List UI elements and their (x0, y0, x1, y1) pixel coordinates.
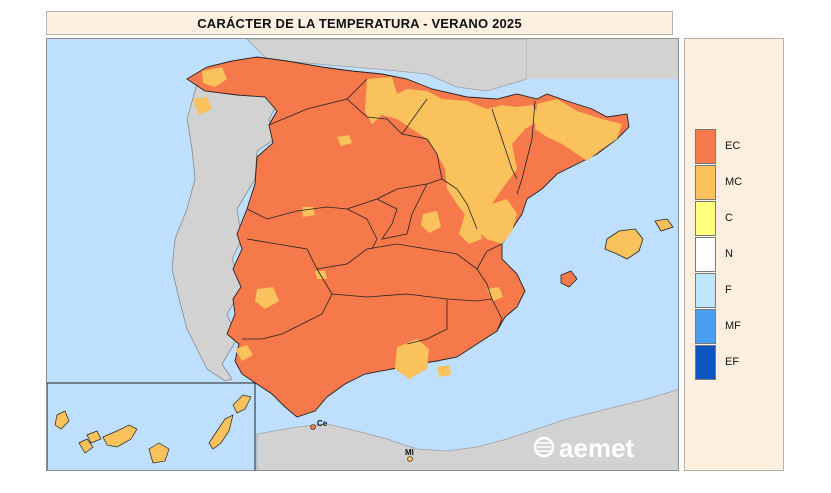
region-borders (242, 78, 536, 345)
legend-panel: EC MC C N F MF EF (684, 38, 784, 471)
mc-andalusia (395, 339, 429, 379)
mc-murcia-spot (487, 287, 503, 301)
mc-spot-1 (337, 135, 352, 146)
legend-swatch-mf (695, 309, 716, 344)
island-gran-canaria (148, 442, 170, 464)
melilla-label: Ml (405, 448, 414, 457)
melilla-marker (407, 456, 413, 462)
france-east-area (527, 39, 678, 79)
legend-label-mf: MF (725, 320, 741, 332)
island-lanzarote (232, 394, 252, 414)
map-canvas: Ce Ml aemet (47, 39, 678, 470)
legend-swatch-mc (695, 165, 716, 200)
legend-swatch-ec (695, 129, 716, 164)
aemet-logo-lines (537, 442, 551, 452)
mc-spot-2 (421, 211, 441, 233)
canary-islands-inset (47, 382, 256, 470)
legend-label-n: N (725, 248, 733, 260)
map-title-bar: CARÁCTER DE LA TEMPERATURA - VERANO 2025 (46, 11, 673, 35)
mc-huelva (235, 345, 253, 361)
ibiza (560, 270, 578, 288)
ceuta-marker (310, 424, 316, 430)
legend-swatch-ef (695, 345, 716, 380)
mc-catalonia (535, 99, 622, 161)
mc-extremadura (255, 287, 279, 309)
mallorca (604, 228, 644, 260)
temperature-map: Ce Ml aemet (46, 38, 679, 471)
aemet-logo-icon (533, 436, 555, 458)
mc-teruel (459, 214, 482, 244)
legend-label-ef: EF (725, 356, 740, 368)
ceuta-label: Ce (317, 419, 328, 428)
menorca (654, 218, 674, 232)
island-fuerteventura (208, 414, 234, 450)
island-la-gomera (86, 430, 102, 444)
spain-mainland (186, 56, 630, 418)
legend-label-ec: EC (725, 140, 741, 152)
legend-label-f: F (725, 284, 732, 296)
island-tenerife (102, 424, 138, 448)
aemet-logo: aemet (533, 433, 634, 463)
portugal-area (171, 83, 280, 382)
mc-north-ebro (365, 77, 542, 229)
legend-swatch-n (695, 237, 716, 272)
north-africa-area (256, 389, 678, 470)
aemet-logo-text: aemet (559, 433, 634, 463)
legend-label-c: C (725, 212, 733, 224)
legend-swatch-c (695, 201, 716, 236)
island-el-hierro (78, 438, 94, 454)
mc-galicia-west (193, 97, 212, 115)
mc-spot-5 (437, 365, 451, 377)
legend-label-mc: MC (725, 176, 743, 188)
legend-swatch-f (695, 273, 716, 308)
map-title: CARÁCTER DE LA TEMPERATURA - VERANO 2025 (197, 15, 522, 31)
mc-galicia-north (202, 67, 227, 87)
mc-valencia-north (477, 199, 517, 244)
island-la-palma (54, 410, 70, 430)
